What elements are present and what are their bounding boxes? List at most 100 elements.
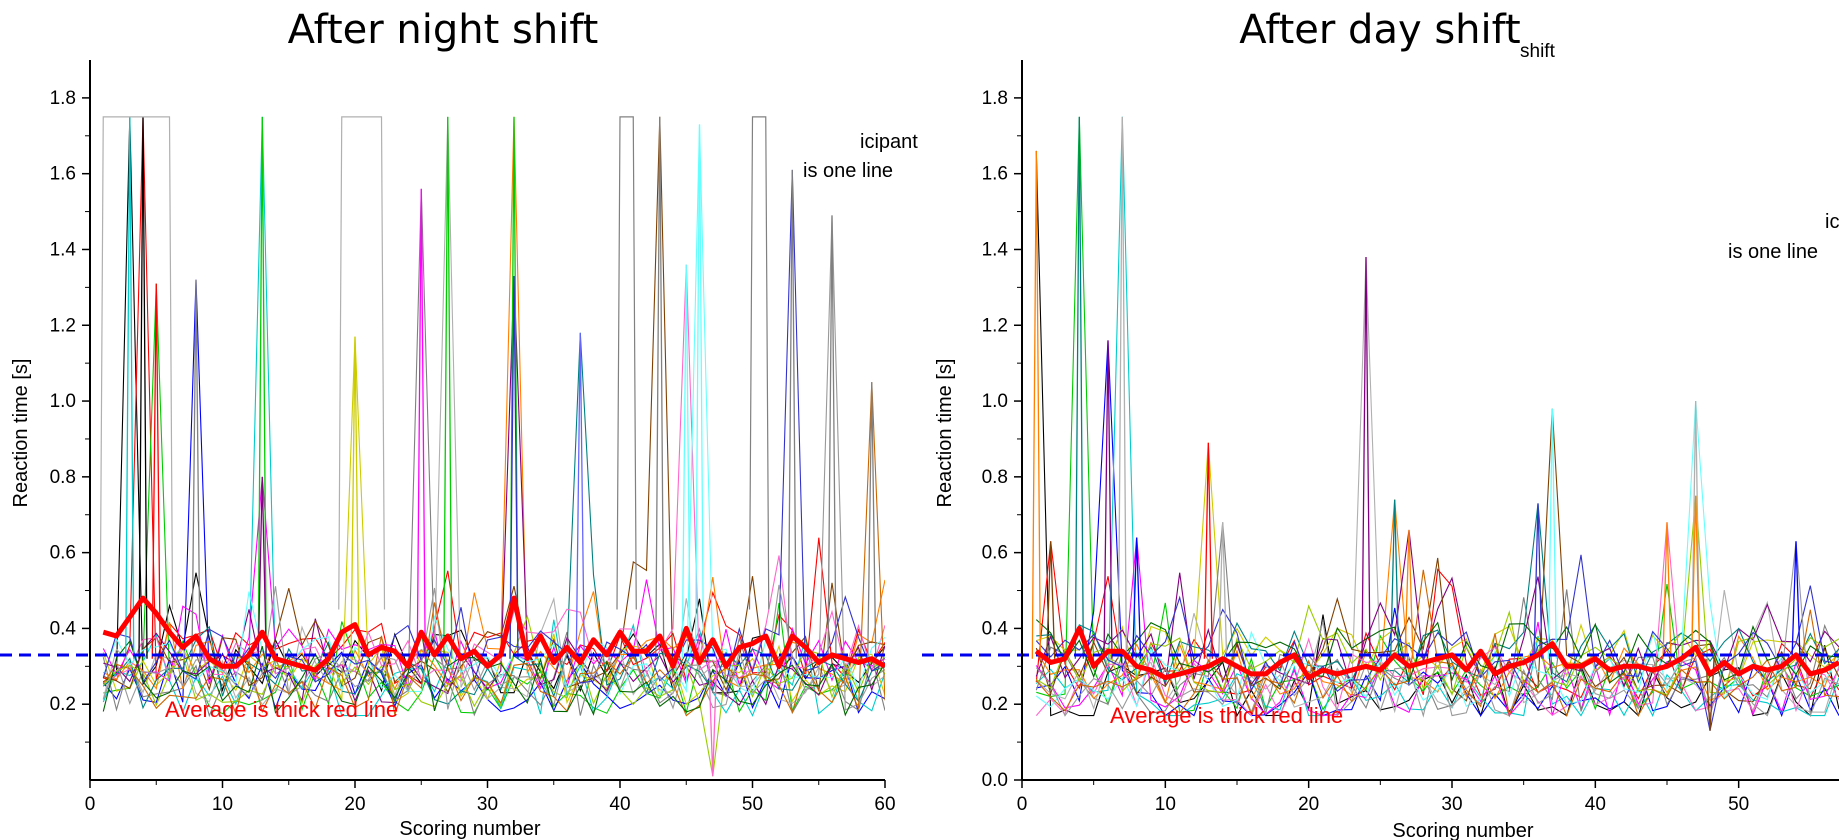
y-tick-label: 0.4 bbox=[50, 618, 77, 639]
night-y-axis-title: Reaction time [s] bbox=[10, 359, 32, 508]
night-x-axis-title: Scoring number bbox=[399, 818, 541, 840]
spike-line bbox=[787, 169, 797, 659]
spike-line bbox=[1404, 529, 1414, 659]
y-tick-label: 0.6 bbox=[50, 543, 76, 564]
spike-line bbox=[1103, 340, 1113, 659]
participant-line bbox=[102, 169, 885, 685]
spike-line bbox=[1390, 499, 1400, 659]
spike-line bbox=[1791, 541, 1801, 659]
day-axes: 0 10 20 30 40 50 0.0 0.2 0.4 0.6 0.8 1.0 1.2 1.4 1.6 1.… bbox=[982, 60, 1839, 815]
spike-line bbox=[867, 382, 877, 659]
y-tick-label: 0.6 bbox=[982, 543, 1008, 564]
spike-line bbox=[138, 116, 148, 659]
participant-line bbox=[1035, 257, 1839, 714]
night-average-note: Average is thick red line bbox=[165, 697, 398, 722]
y-tick-label: 0.2 bbox=[50, 694, 76, 715]
spike-line bbox=[1705, 658, 1715, 731]
spike-line bbox=[125, 116, 135, 659]
day-participant-lines bbox=[1031, 116, 1839, 731]
spike-line bbox=[1361, 257, 1371, 659]
spike-line bbox=[509, 275, 519, 659]
participant-line bbox=[102, 215, 885, 711]
participant-line bbox=[1036, 495, 1839, 696]
participant-line bbox=[1035, 499, 1839, 705]
day-y-axis-title: Reaction time [s] bbox=[934, 359, 956, 508]
x-tick-label: 0 bbox=[85, 794, 96, 815]
plateau-line bbox=[616, 116, 637, 610]
average-line bbox=[1034, 625, 1839, 681]
spike-line bbox=[1218, 522, 1228, 659]
spike-line bbox=[1031, 150, 1041, 659]
spike-line bbox=[1662, 522, 1672, 659]
x-tick-label: 40 bbox=[609, 794, 630, 815]
x-tick-label: 30 bbox=[477, 794, 498, 815]
spike-line bbox=[1046, 541, 1056, 659]
night-annotation-one-line: is one line bbox=[803, 160, 893, 182]
y-tick-label: 1.2 bbox=[982, 315, 1008, 336]
y-tick-label: 1.6 bbox=[982, 164, 1008, 185]
y-tick-label: 1.8 bbox=[50, 88, 76, 109]
spike-line bbox=[257, 476, 267, 659]
night-axes: 0 10 20 30 40 50 60 0.2 0.4 0.6 0.8 1.0 1.2 1.4 1.6 1.8 bbox=[50, 60, 896, 815]
spike-line bbox=[827, 215, 837, 659]
participant-line bbox=[1035, 619, 1839, 684]
y-tick-label: 0.8 bbox=[50, 467, 76, 488]
x-tick-label: 20 bbox=[1298, 794, 1319, 815]
spike-line bbox=[694, 124, 705, 659]
participant-line bbox=[1035, 541, 1839, 700]
spike-line bbox=[1203, 442, 1213, 659]
x-tick-label: 30 bbox=[1441, 794, 1462, 815]
spike-line bbox=[1132, 537, 1142, 659]
spike-line bbox=[681, 264, 691, 659]
y-tick-label: 0.8 bbox=[982, 467, 1008, 488]
participant-line bbox=[102, 382, 885, 717]
x-tick-label: 10 bbox=[1155, 794, 1176, 815]
spike-line bbox=[191, 279, 201, 659]
y-tick-label: 1.4 bbox=[50, 239, 77, 260]
night-average-line bbox=[102, 595, 885, 673]
spike-line bbox=[416, 188, 426, 659]
day-chart-subtitle: shift bbox=[1520, 41, 1556, 62]
x-tick-label: 0 bbox=[1017, 794, 1028, 815]
spike-line bbox=[1074, 116, 1084, 659]
participant-line bbox=[103, 116, 885, 692]
y-tick-label: 0.0 bbox=[982, 770, 1008, 791]
y-tick-label: 1.2 bbox=[50, 315, 76, 336]
participant-line bbox=[1035, 401, 1839, 708]
night-annotation-participant: icipant bbox=[860, 131, 918, 153]
spike-line bbox=[443, 116, 453, 659]
x-tick-label: 20 bbox=[344, 794, 365, 815]
spike-line bbox=[1117, 116, 1127, 659]
participant-line bbox=[102, 124, 885, 698]
y-tick-label: 1.4 bbox=[982, 239, 1009, 260]
spike-line bbox=[1691, 495, 1701, 659]
participant-line bbox=[103, 116, 885, 694]
day-shift-chart: After day shift shift 0 10 20 30 40 500.00.20… bbox=[922, 7, 1839, 840]
spike-line bbox=[1533, 503, 1543, 659]
night-participant-lines bbox=[99, 116, 885, 777]
y-tick-label: 1.0 bbox=[982, 391, 1008, 412]
y-tick-label: 1.0 bbox=[50, 391, 76, 412]
x-tick-label: 60 bbox=[874, 794, 895, 815]
spike-line bbox=[1691, 401, 1701, 659]
spike-line bbox=[257, 116, 267, 659]
participant-line bbox=[1035, 554, 1839, 731]
y-tick-label: 0.4 bbox=[982, 618, 1009, 639]
participant-line bbox=[102, 279, 885, 714]
night-shift-chart: After night shift 0 10 20 30 40 50 60 0.2 0.4 0.6… bbox=[0, 7, 918, 840]
participant-line bbox=[1035, 522, 1839, 716]
spike-line bbox=[350, 336, 360, 659]
day-annotation-participant: ic bbox=[1825, 211, 1839, 233]
day-chart-title: After day shift bbox=[1239, 7, 1520, 53]
day-annotation-one-line: is one line bbox=[1728, 241, 1818, 263]
y-tick-label: 1.8 bbox=[982, 88, 1008, 109]
spike-line bbox=[1547, 408, 1557, 659]
plateau-line bbox=[338, 116, 386, 610]
plateau-line bbox=[748, 116, 770, 610]
x-tick-label: 50 bbox=[1728, 794, 1749, 815]
participant-line bbox=[102, 614, 885, 777]
night-chart-title: After night shift bbox=[288, 7, 599, 53]
spike-line bbox=[575, 332, 585, 659]
x-tick-label: 40 bbox=[1585, 794, 1606, 815]
